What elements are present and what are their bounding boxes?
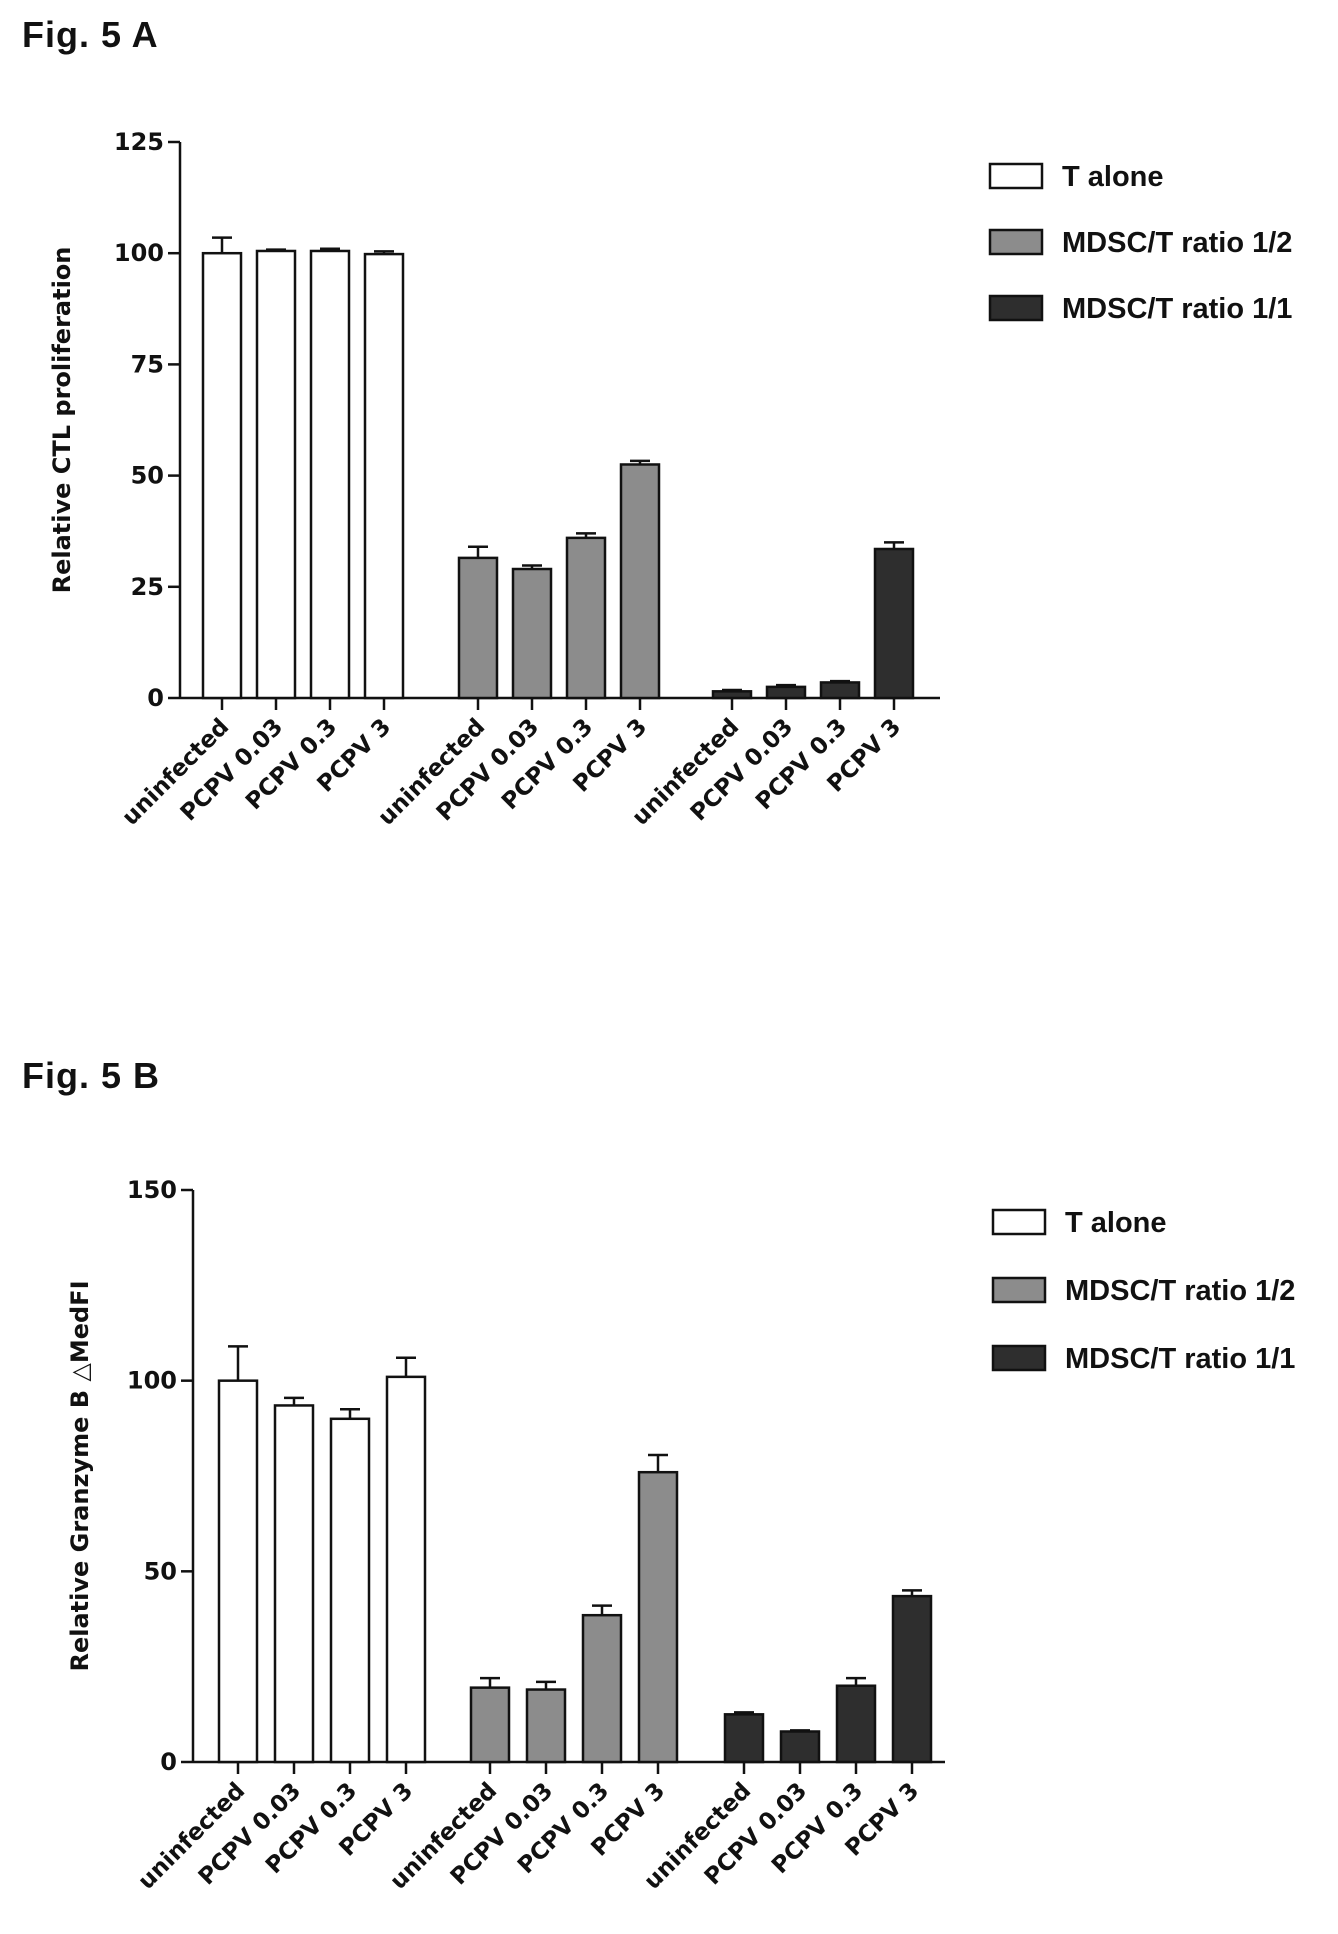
y-tick-label: 125 [114, 128, 164, 156]
y-tick-label: 0 [147, 684, 164, 712]
bar [457, 556, 499, 700]
figure-b-label: Fig. 5 B [22, 1055, 161, 1096]
y-axis-title: Relative Granzyme B △MedFI [66, 1281, 94, 1672]
y-tick-label: 100 [114, 239, 164, 267]
bar [309, 249, 351, 700]
bar [891, 1594, 933, 1764]
bar [637, 1470, 679, 1764]
bar [835, 1684, 877, 1764]
legend-swatch [988, 162, 1044, 190]
bar [511, 567, 553, 700]
bar [565, 536, 607, 700]
bar [363, 252, 405, 700]
bar [469, 1686, 511, 1764]
bar [273, 1404, 315, 1764]
bar [217, 1379, 259, 1764]
legend-swatch [991, 1344, 1047, 1372]
legend-label: MDSC/T ratio 1/1 [1062, 293, 1292, 325]
bar [765, 685, 807, 700]
legend-swatch [991, 1208, 1047, 1236]
y-tick-label: 50 [144, 1557, 177, 1585]
bar [255, 249, 297, 700]
y-tick-label: 0 [160, 1748, 177, 1776]
bar [723, 1713, 765, 1764]
y-tick-label: 150 [127, 1176, 177, 1204]
y-tick-label: 75 [131, 350, 164, 378]
legend-label: MDSC/T ratio 1/1 [1065, 1343, 1295, 1375]
y-tick-label: 100 [127, 1367, 177, 1395]
bar [581, 1613, 623, 1764]
legend-swatch [988, 294, 1044, 322]
bar [385, 1375, 427, 1764]
bar [329, 1417, 371, 1764]
bar [711, 690, 753, 700]
bar [201, 251, 243, 700]
legend-label: MDSC/T ratio 1/2 [1065, 1275, 1295, 1307]
bar [819, 681, 861, 700]
bar [873, 547, 915, 700]
figure-a-label: Fig. 5 A [22, 14, 159, 55]
legend-swatch [991, 1276, 1047, 1304]
legend-swatch [988, 228, 1044, 256]
bar [525, 1688, 567, 1764]
y-tick-label: 50 [131, 462, 164, 490]
bar [619, 463, 661, 700]
y-axis-title: Relative CTL proliferation [48, 247, 76, 594]
bar [779, 1730, 821, 1764]
y-tick-label: 25 [131, 573, 164, 601]
legend-label: MDSC/T ratio 1/2 [1062, 227, 1292, 259]
legend-label: T alone [1065, 1207, 1167, 1239]
legend-label: T alone [1062, 161, 1164, 193]
